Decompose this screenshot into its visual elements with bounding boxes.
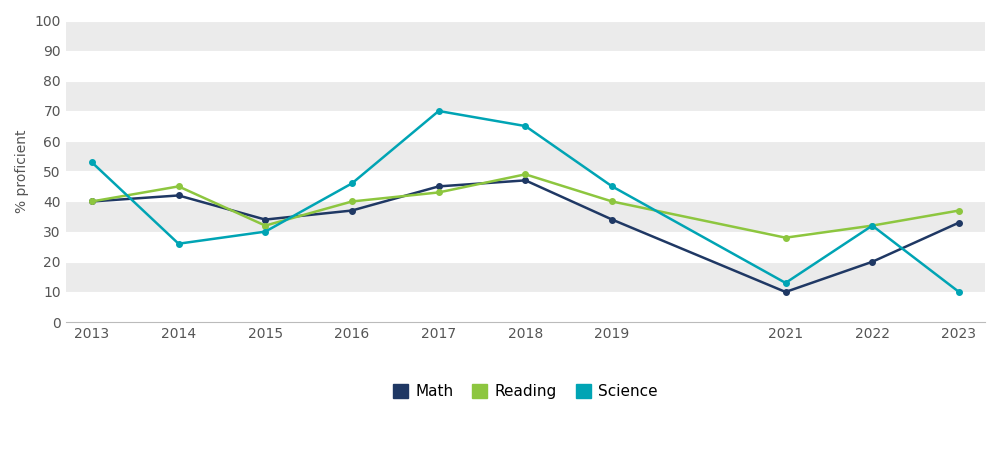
Science: [519, 123, 531, 129]
Math: [259, 217, 271, 222]
Bar: [66, 21, 985, 51]
Reading: [173, 184, 185, 189]
Line: Math: Math: [89, 178, 962, 295]
Math: [86, 199, 98, 204]
Math: [606, 217, 618, 222]
Science: [86, 160, 98, 165]
Science: [780, 280, 792, 286]
Reading: [606, 199, 618, 204]
Reading: [433, 190, 445, 195]
Reading: [519, 171, 531, 177]
Legend: Math, Reading, Science: Math, Reading, Science: [387, 378, 664, 405]
Reading: [953, 208, 965, 213]
Bar: [66, 202, 985, 232]
Bar: [66, 292, 985, 322]
Math: [519, 178, 531, 183]
Bar: [66, 262, 985, 292]
Math: [346, 208, 358, 213]
Bar: [66, 171, 985, 202]
Science: [866, 223, 878, 228]
Reading: [86, 199, 98, 204]
Bar: [66, 111, 985, 141]
Bar: [66, 81, 985, 111]
Science: [173, 241, 185, 247]
Bar: [66, 51, 985, 81]
Science: [433, 108, 445, 114]
Bar: [66, 232, 985, 262]
Reading: [346, 199, 358, 204]
Science: [259, 229, 271, 234]
Math: [866, 259, 878, 265]
Y-axis label: % proficient: % proficient: [15, 130, 29, 213]
Line: Reading: Reading: [89, 171, 962, 240]
Reading: [866, 223, 878, 228]
Math: [433, 184, 445, 189]
Science: [606, 184, 618, 189]
Line: Science: Science: [89, 108, 962, 295]
Bar: [66, 141, 985, 171]
Science: [346, 181, 358, 186]
Reading: [259, 223, 271, 228]
Math: [953, 220, 965, 225]
Math: [173, 193, 185, 198]
Math: [780, 289, 792, 295]
Science: [953, 289, 965, 295]
Reading: [780, 235, 792, 240]
